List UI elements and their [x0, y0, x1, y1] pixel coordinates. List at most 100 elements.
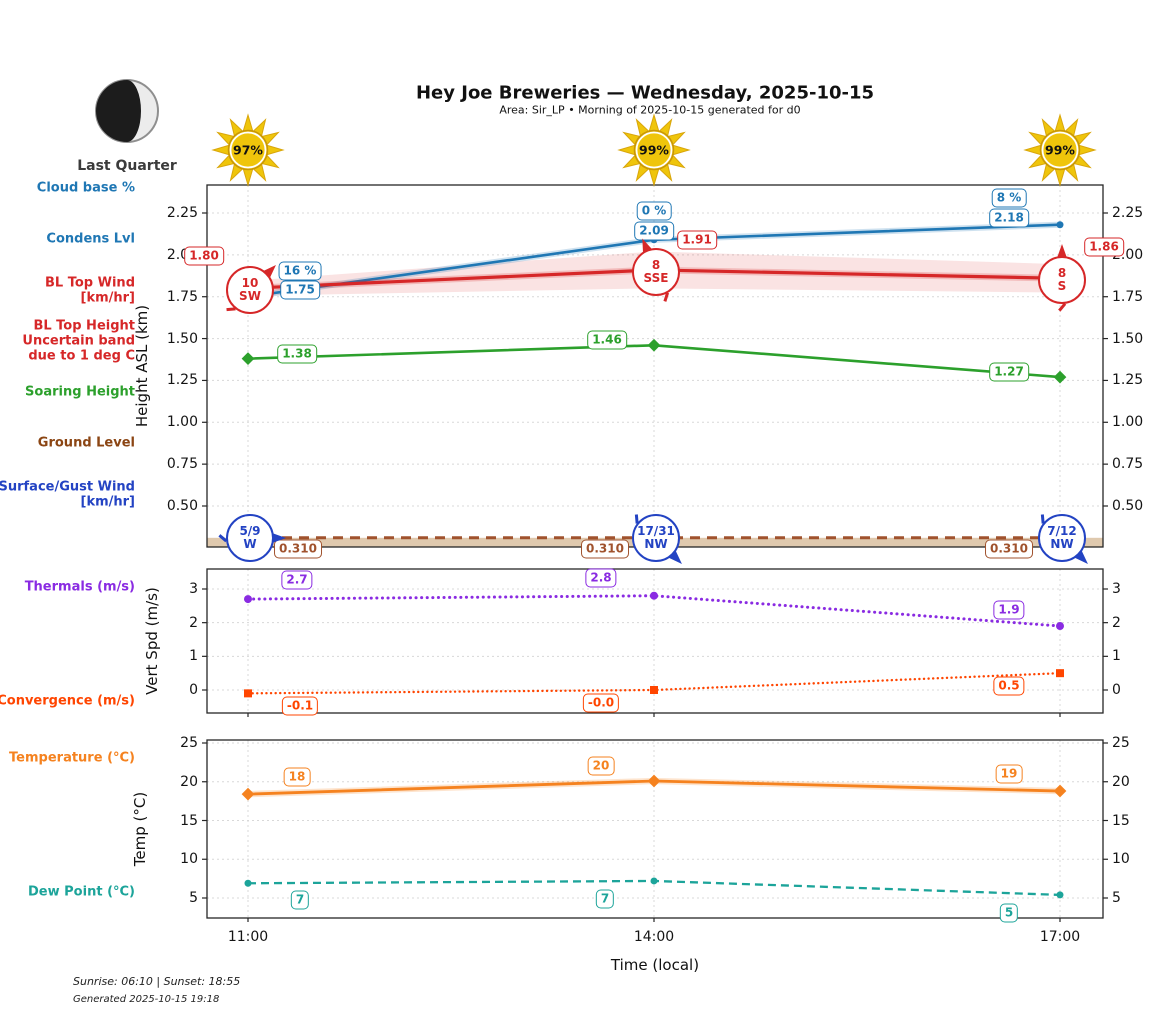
series-label-soaring-height: Soaring Height: [25, 384, 135, 400]
wind-circle: 7/12 NW: [1038, 514, 1091, 567]
y-tick-label: 3: [1112, 581, 1121, 597]
moon-phase-label: Last Quarter: [77, 158, 177, 174]
x-tick-label: 17:00: [1039, 929, 1081, 945]
soaring-height-annotation: 1.38: [277, 344, 317, 364]
condens-lvl-annotation: 2.18: [989, 208, 1029, 228]
x-axis-label: Time (local): [610, 956, 700, 974]
y-tick-label: 1: [1112, 648, 1121, 665]
wind-arrow-tail: [663, 292, 669, 302]
y-tick-label: 15: [1112, 812, 1130, 829]
y-tick-label: 15: [180, 812, 198, 829]
series-label-ground-level: Ground Level: [37, 435, 135, 451]
y-tick-label: 0: [1112, 682, 1121, 698]
wind-circle-text: NW: [1050, 537, 1074, 551]
convergence-m-s-annotation: -0.1: [281, 696, 319, 716]
moon-phase-icon: [95, 79, 159, 143]
sun-percent: 99%: [1045, 142, 1075, 158]
wind-circle-text: 17/31: [637, 524, 675, 538]
y-tick-label: 0.75: [1112, 456, 1144, 473]
wind-arrow-tail: [635, 514, 639, 524]
y-tick-label: 0.50: [166, 498, 198, 514]
sun-icon: 99%: [1022, 112, 1098, 188]
sunrise-sunset-text: Sunrise: 06:10 | Sunset: 18:55: [73, 975, 241, 988]
y-tick-label: 1: [189, 648, 198, 665]
series-label-convergence: Convergence (m/s): [0, 693, 135, 709]
y-tick-label: 5: [189, 890, 198, 906]
wind-circle-text: 5/9: [239, 524, 261, 538]
page-title: Hey Joe Breweries — Wednesday, 2025-10-1…: [415, 82, 875, 104]
wind-circle-text: S: [1057, 279, 1067, 294]
y-tick-label: 2.25: [166, 205, 198, 221]
wind-arrow-tail: [1041, 514, 1045, 524]
generated-timestamp: Generated 2025-10-15 19:18: [73, 994, 220, 1005]
series-label-thermals: Thermals (m/s): [24, 579, 135, 595]
temperature-c-annotation: 20: [587, 756, 615, 776]
y-tick-label: 1.00: [166, 414, 198, 431]
ground-level-annotation: 0.310: [274, 539, 322, 559]
wind-circle-text: 10: [241, 276, 259, 291]
y-tick-label: 10: [180, 851, 198, 868]
soaring-height-annotation: 1.46: [587, 330, 627, 350]
sun-percent: 99%: [639, 142, 669, 158]
y-tick-label: 20: [180, 773, 198, 790]
ground-level-annotation: 0.310: [985, 539, 1033, 559]
condens-lvl-annotation: 1.75: [280, 280, 320, 300]
y-tick-label: 1.50: [1112, 330, 1144, 347]
y-tick-label: 0.75: [166, 456, 198, 473]
temperature-c-annotation: 18: [283, 767, 311, 787]
y-tick-label: 1.25: [166, 372, 198, 389]
dew-point-c-annotation: 7: [290, 890, 310, 910]
y-tick-label: 25: [180, 735, 198, 751]
y-tick-label: 3: [189, 581, 198, 597]
wind-circle: 5/9 W: [218, 514, 286, 562]
wind-arrow-tail: [218, 534, 228, 542]
wind-direction-arrow-icon: [1074, 550, 1091, 567]
series-label-temperature: Temperature (°C): [9, 750, 135, 766]
sun-percent: 97%: [233, 142, 263, 158]
y-tick-label: 1.00: [1112, 414, 1144, 431]
series-label-condens-lvl: Condens Lvl: [46, 231, 135, 247]
y-tick-label: 20: [1112, 773, 1130, 790]
y-tick-label: 2: [189, 614, 198, 631]
bl-top-height-annotation: 1.86: [1084, 237, 1124, 257]
dew-point-c-annotation: 5: [999, 903, 1019, 923]
y-tick-label: 2.25: [1112, 205, 1144, 221]
thermals-m-s-annotation: 2.8: [585, 568, 617, 588]
wind-direction-arrow-icon: [668, 550, 685, 567]
wind-arrow-tail: [226, 307, 236, 312]
soaring-height-annotation: 1.27: [989, 362, 1029, 382]
wind-direction-arrow-icon: [1057, 244, 1067, 259]
wind-circle-text: 7/12: [1047, 524, 1077, 538]
cloud-base-pct-annotation: 0 %: [636, 201, 672, 221]
series-label-surface-wind-units: [km/hr]: [80, 494, 136, 510]
bl-top-height-annotation: 1.91: [677, 230, 717, 250]
wind-circle: 10 SW: [226, 261, 279, 315]
wind-direction-arrow-icon: [262, 261, 279, 279]
y-tick-label: 1.75: [166, 288, 198, 305]
temperature-c-annotation: 19: [995, 764, 1023, 784]
convergence-m-s-annotation: -0.0: [582, 693, 620, 713]
cloud-base-pct-annotation: 16 %: [278, 261, 322, 281]
wind-circle-text: SW: [239, 289, 261, 304]
wind-circle-text: NW: [644, 537, 668, 551]
cloud-base-pct-annotation: 8 %: [991, 188, 1027, 208]
thermals-m-s-annotation: 2.7: [281, 570, 313, 590]
y-tick-label: 10: [1112, 851, 1130, 868]
y-tick-label: 1.75: [1112, 288, 1144, 305]
y-tick-label: 2: [1112, 614, 1121, 631]
x-tick-label: 14:00: [633, 929, 675, 945]
y-tick-label: 1.50: [166, 330, 198, 347]
wind-direction-arrow-icon: [272, 533, 286, 543]
y-tick-label: 0: [189, 682, 198, 698]
sun-icon: 97%: [210, 112, 286, 188]
series-label-bl-top-wind-units: [km/hr]: [80, 290, 136, 306]
y-tick-label: 5: [1112, 890, 1121, 906]
series-label-bl-top-wind: BL Top Wind: [45, 275, 135, 291]
dew-point-c-annotation: 7: [595, 889, 615, 909]
series-label-cloud-base: Cloud base %: [36, 180, 135, 196]
y-tick-label: 25: [1112, 735, 1130, 751]
thermals-m-s-annotation: 1.9: [993, 600, 1025, 620]
